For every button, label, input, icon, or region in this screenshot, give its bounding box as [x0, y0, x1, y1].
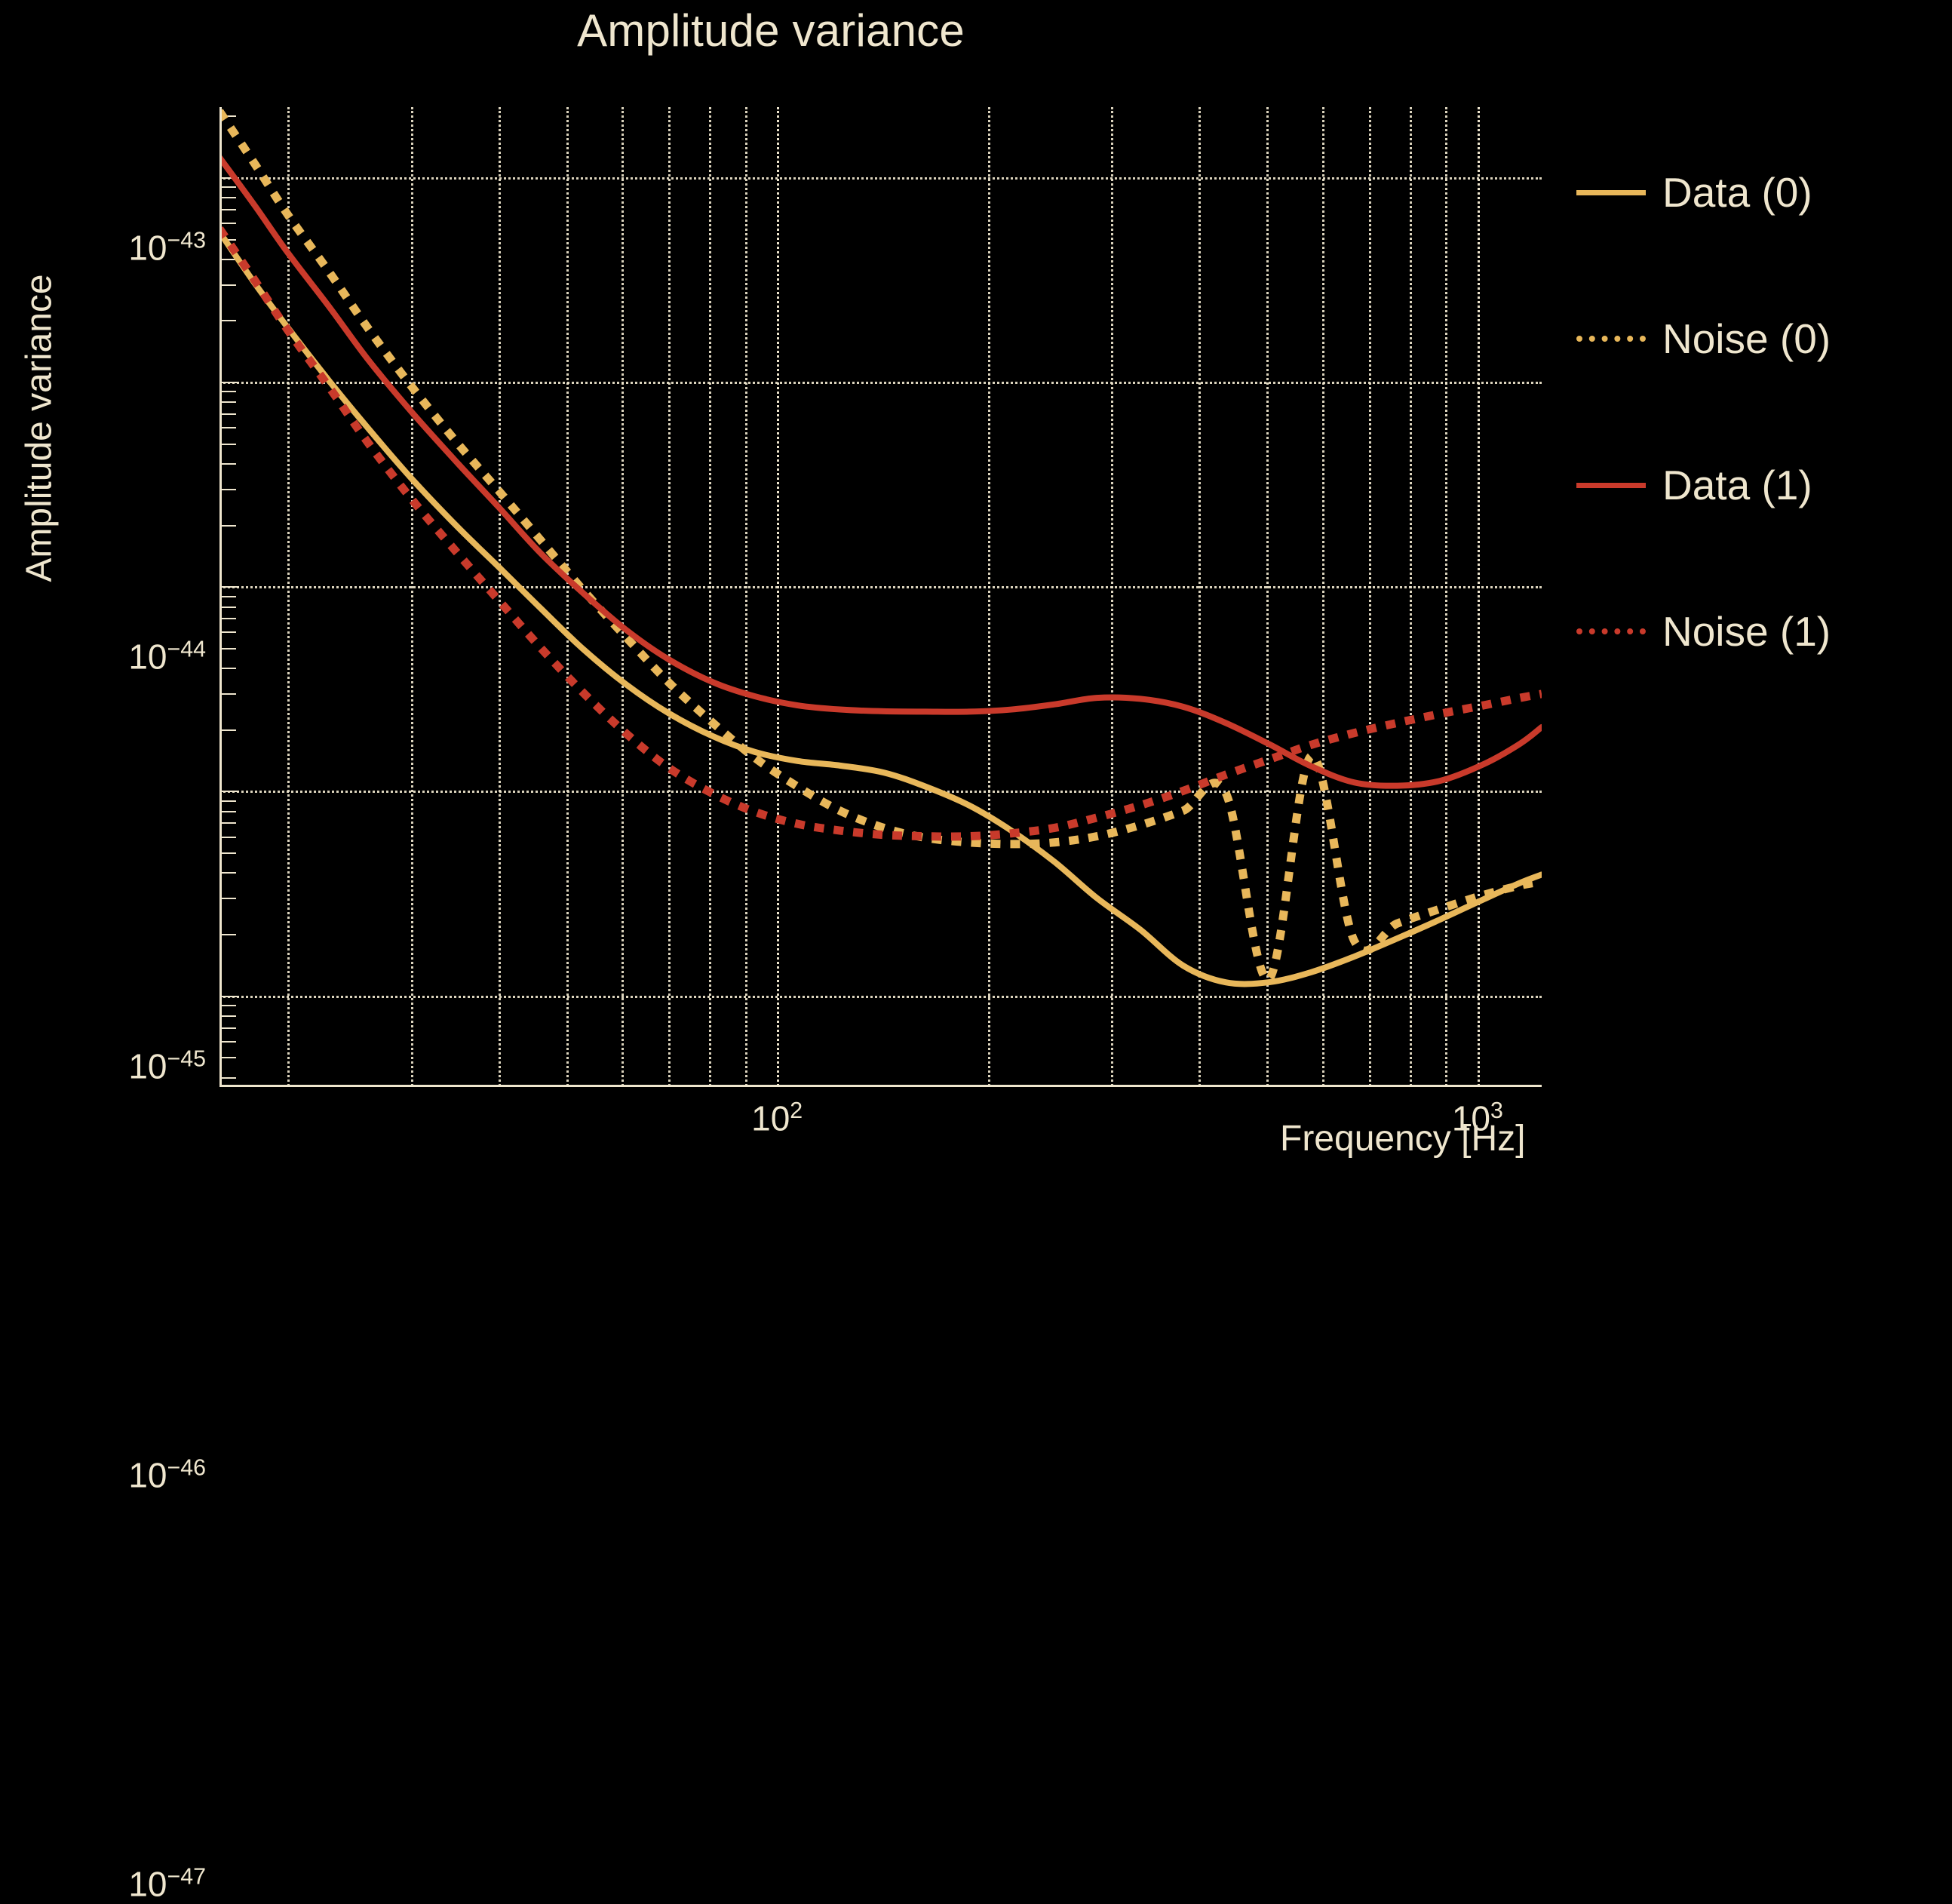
gridline-vertical-minor: [668, 107, 671, 1086]
series-line: [219, 109, 1542, 984]
y-tick-minor: [219, 934, 236, 936]
gridline-vertical-minor: [287, 107, 290, 1086]
chart-figure: Amplitude variance Amplitude variance Fr…: [19, 5, 1831, 1902]
y-tick-minor: [219, 800, 236, 802]
data-curves: [219, 107, 1542, 1086]
y-tick-major: 10−44: [128, 382, 239, 674]
y-tick-minor: [219, 223, 236, 225]
y-tick-minor: [219, 427, 236, 429]
plot-area: 10−43 10−44 10−45 10−46 10−47 102 103: [128, 107, 1542, 1902]
x-axis-spine: [219, 1085, 1542, 1087]
y-tick-minor: [219, 1057, 236, 1059]
gridline-vertical-major: [1477, 107, 1480, 1086]
legend-item[interactable]: Data (1): [1576, 459, 1812, 511]
y-tick-label: 10−43: [128, 228, 206, 268]
gridline-vertical-minor: [1369, 107, 1371, 1086]
legend-item[interactable]: Noise (1): [1576, 605, 1831, 658]
y-tick-minor: [219, 668, 236, 670]
y-tick-minor: [219, 631, 236, 634]
legend-item-label: Data (1): [1662, 461, 1812, 508]
y-tick-label: 10−45: [128, 1046, 206, 1086]
y-tick-minor: [219, 836, 236, 838]
y-tick-minor: [219, 1015, 236, 1017]
series-line: [219, 226, 1542, 841]
y-tick-minor: [219, 1027, 236, 1029]
y-tick-minor: [219, 898, 236, 900]
y-tick-minor: [219, 197, 236, 199]
gridline-vertical-minor: [410, 107, 413, 1086]
y-axis-spine: [219, 107, 222, 1086]
y-tick-minor: [219, 320, 236, 322]
y-tick-minor: [219, 462, 236, 465]
y-tick-minor: [219, 1076, 236, 1079]
y-tick-minor: [219, 810, 236, 812]
x-tick-label: 103: [1451, 1098, 1503, 1138]
y-tick-minor: [219, 595, 236, 597]
y-tick-minor: [219, 693, 236, 696]
gridline-vertical-minor: [1111, 107, 1114, 1086]
gridline-vertical-minor: [1409, 107, 1412, 1086]
x-axis-label: Frequency [Hz]: [1280, 1119, 1526, 1159]
curves-svg: [219, 109, 1542, 987]
gridline-vertical-minor: [1445, 107, 1448, 1086]
y-tick-minor: [219, 488, 236, 490]
y-tick-minor: [219, 258, 236, 260]
y-tick-minor: [219, 208, 236, 210]
gridline-vertical-minor: [1266, 107, 1269, 1086]
y-tick-major: 10−43: [128, 177, 239, 266]
y-tick-minor: [219, 872, 236, 874]
solid-line-icon: [1576, 189, 1646, 195]
gridline-horizontal: [219, 586, 1542, 589]
gridline-vertical-major: [777, 107, 780, 1086]
legend-item[interactable]: Data (0): [1576, 166, 1812, 219]
gridline-horizontal: [219, 791, 1542, 794]
dotted-line-icon: [1576, 628, 1646, 634]
y-tick-minor: [219, 729, 236, 731]
y-tick-minor: [219, 391, 236, 393]
y-tick-minor: [219, 618, 236, 620]
gridline-vertical-minor: [744, 107, 747, 1086]
gridline-horizontal: [219, 382, 1542, 385]
y-tick-major: 10−45: [128, 586, 239, 1083]
y-tick-minor: [219, 647, 236, 650]
x-tick-label: 102: [751, 1098, 803, 1138]
gridline-vertical-minor: [987, 107, 990, 1086]
dotted-line-icon: [1576, 336, 1646, 342]
gridline-vertical-minor: [498, 107, 501, 1086]
y-tick-minor: [219, 413, 236, 416]
legend-item-label: Noise (0): [1662, 315, 1831, 362]
series-line: [219, 229, 1542, 987]
legend-item-label: Noise (1): [1662, 607, 1831, 655]
y-tick-label: 10−46: [128, 1455, 206, 1495]
y-tick-minor: [219, 606, 236, 608]
y-tick-minor: [219, 186, 236, 189]
gridline-horizontal: [219, 995, 1542, 998]
y-tick-minor: [219, 401, 236, 404]
y-tick-minor: [219, 524, 236, 527]
gridline-vertical-minor: [566, 107, 569, 1086]
y-tick-minor: [219, 1005, 236, 1007]
solid-line-icon: [1576, 482, 1646, 488]
legend-item-label: Data (0): [1662, 168, 1812, 216]
gridline-vertical-minor: [622, 107, 625, 1086]
y-tick-label: 10−44: [128, 637, 206, 677]
legend-item[interactable]: Noise (0): [1576, 312, 1831, 365]
page-title: Amplitude variance: [577, 5, 965, 56]
y-axis-label: Amplitude variance: [19, 274, 60, 582]
y-tick-minor: [219, 822, 236, 825]
y-tick-minor: [219, 284, 236, 286]
series-line: [219, 154, 1542, 789]
y-tick-label: 10−47: [128, 1864, 206, 1904]
gridline-horizontal: [219, 177, 1542, 180]
y-tick-minor: [219, 852, 236, 855]
gridline-vertical-minor: [709, 107, 712, 1086]
gridline-vertical-minor: [1199, 107, 1202, 1086]
y-tick-minor: [219, 1040, 236, 1043]
y-tick-minor: [219, 443, 236, 445]
gridline-vertical-minor: [1321, 107, 1324, 1086]
